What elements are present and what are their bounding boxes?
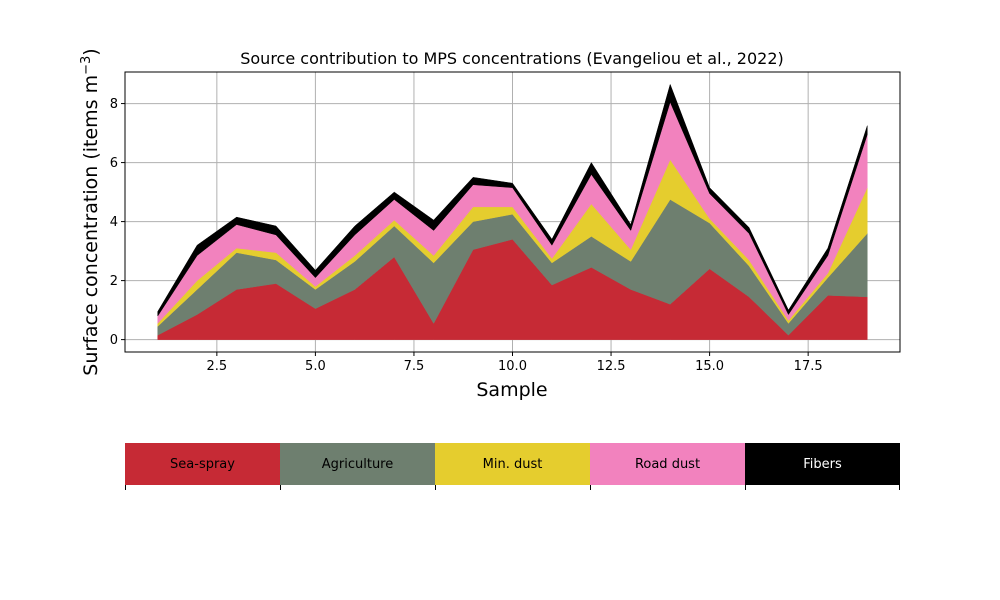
x-tick-label: 12.5	[597, 359, 626, 374]
x-axis-label: Sample	[476, 379, 547, 401]
y-tick-label: 0	[110, 333, 118, 348]
legend-tick	[899, 485, 900, 490]
x-tick-label: 2.5	[207, 359, 228, 374]
chart-title: Source contribution to MPS concentration…	[240, 49, 784, 68]
y-tick-label: 2	[110, 274, 118, 289]
y-tick-label: 4	[110, 215, 118, 230]
legend-agriculture: Agriculture	[280, 443, 435, 485]
y-tick-label: 6	[110, 156, 118, 171]
axis-ticks: 2.5 5.0 7.5 10.0 12.5 15.0 17.5 0 2 4 6 8	[110, 97, 823, 374]
legend-min-dust: Min. dust	[435, 443, 590, 485]
x-tick-label: 5.0	[305, 359, 326, 374]
legend-label-fibers: Fibers	[803, 456, 842, 472]
legend-road-dust: Road dust	[590, 443, 745, 485]
y-axis-label: Surface concentration (items m−3)	[79, 48, 103, 375]
legend-label-road-dust: Road dust	[634, 456, 701, 472]
x-tick-label: 15.0	[695, 359, 724, 374]
legend-colorbar: Sea-spray Agriculture Min. dust Road dus…	[125, 443, 900, 485]
x-tick-label: 7.5	[404, 359, 425, 374]
x-tick-label: 10.0	[498, 359, 527, 374]
legend-tick	[280, 485, 281, 490]
legend-label-min-dust: Min. dust	[482, 456, 543, 472]
legend-tick	[435, 485, 436, 490]
area-series	[157, 83, 868, 340]
legend-label-sea-spray: Sea-spray	[170, 456, 235, 472]
y-axis-label-exponent: −3	[79, 56, 94, 75]
legend-tick	[125, 485, 126, 490]
y-axis-label-main: Surface concentration (items m	[80, 75, 102, 376]
y-axis-label-close: )	[80, 48, 102, 55]
legend-ticks	[125, 485, 900, 491]
area-fibers	[157, 83, 868, 317]
x-tick-label: 17.5	[794, 359, 823, 374]
legend-fibers: Fibers	[745, 443, 900, 485]
legend-tick	[745, 485, 746, 490]
legend-sea-spray: Sea-spray	[125, 443, 280, 485]
legend-tick	[590, 485, 591, 490]
chart-plot: Source contribution to MPS concentration…	[79, 48, 901, 401]
y-tick-label: 8	[110, 97, 118, 112]
legend-label-agriculture: Agriculture	[321, 456, 394, 472]
